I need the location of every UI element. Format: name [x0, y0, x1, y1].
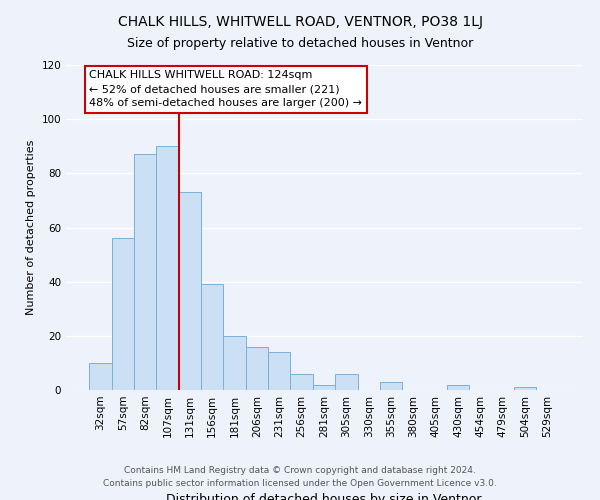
Bar — [313, 384, 335, 390]
Bar — [447, 384, 469, 390]
Bar — [246, 346, 268, 390]
Text: CHALK HILLS, WHITWELL ROAD, VENTNOR, PO38 1LJ: CHALK HILLS, WHITWELL ROAD, VENTNOR, PO3… — [118, 15, 482, 29]
Bar — [268, 352, 290, 390]
Bar — [179, 192, 201, 390]
Bar — [89, 363, 112, 390]
Text: Size of property relative to detached houses in Ventnor: Size of property relative to detached ho… — [127, 38, 473, 51]
Bar — [335, 374, 358, 390]
Y-axis label: Number of detached properties: Number of detached properties — [26, 140, 36, 315]
Bar — [201, 284, 223, 390]
Bar — [112, 238, 134, 390]
Bar — [514, 388, 536, 390]
Bar — [134, 154, 157, 390]
Text: CHALK HILLS WHITWELL ROAD: 124sqm
← 52% of detached houses are smaller (221)
48%: CHALK HILLS WHITWELL ROAD: 124sqm ← 52% … — [89, 70, 362, 108]
Bar — [380, 382, 402, 390]
Text: Contains HM Land Registry data © Crown copyright and database right 2024.
Contai: Contains HM Land Registry data © Crown c… — [103, 466, 497, 487]
Bar — [290, 374, 313, 390]
Bar — [223, 336, 246, 390]
X-axis label: Distribution of detached houses by size in Ventnor: Distribution of detached houses by size … — [166, 492, 482, 500]
Bar — [157, 146, 179, 390]
